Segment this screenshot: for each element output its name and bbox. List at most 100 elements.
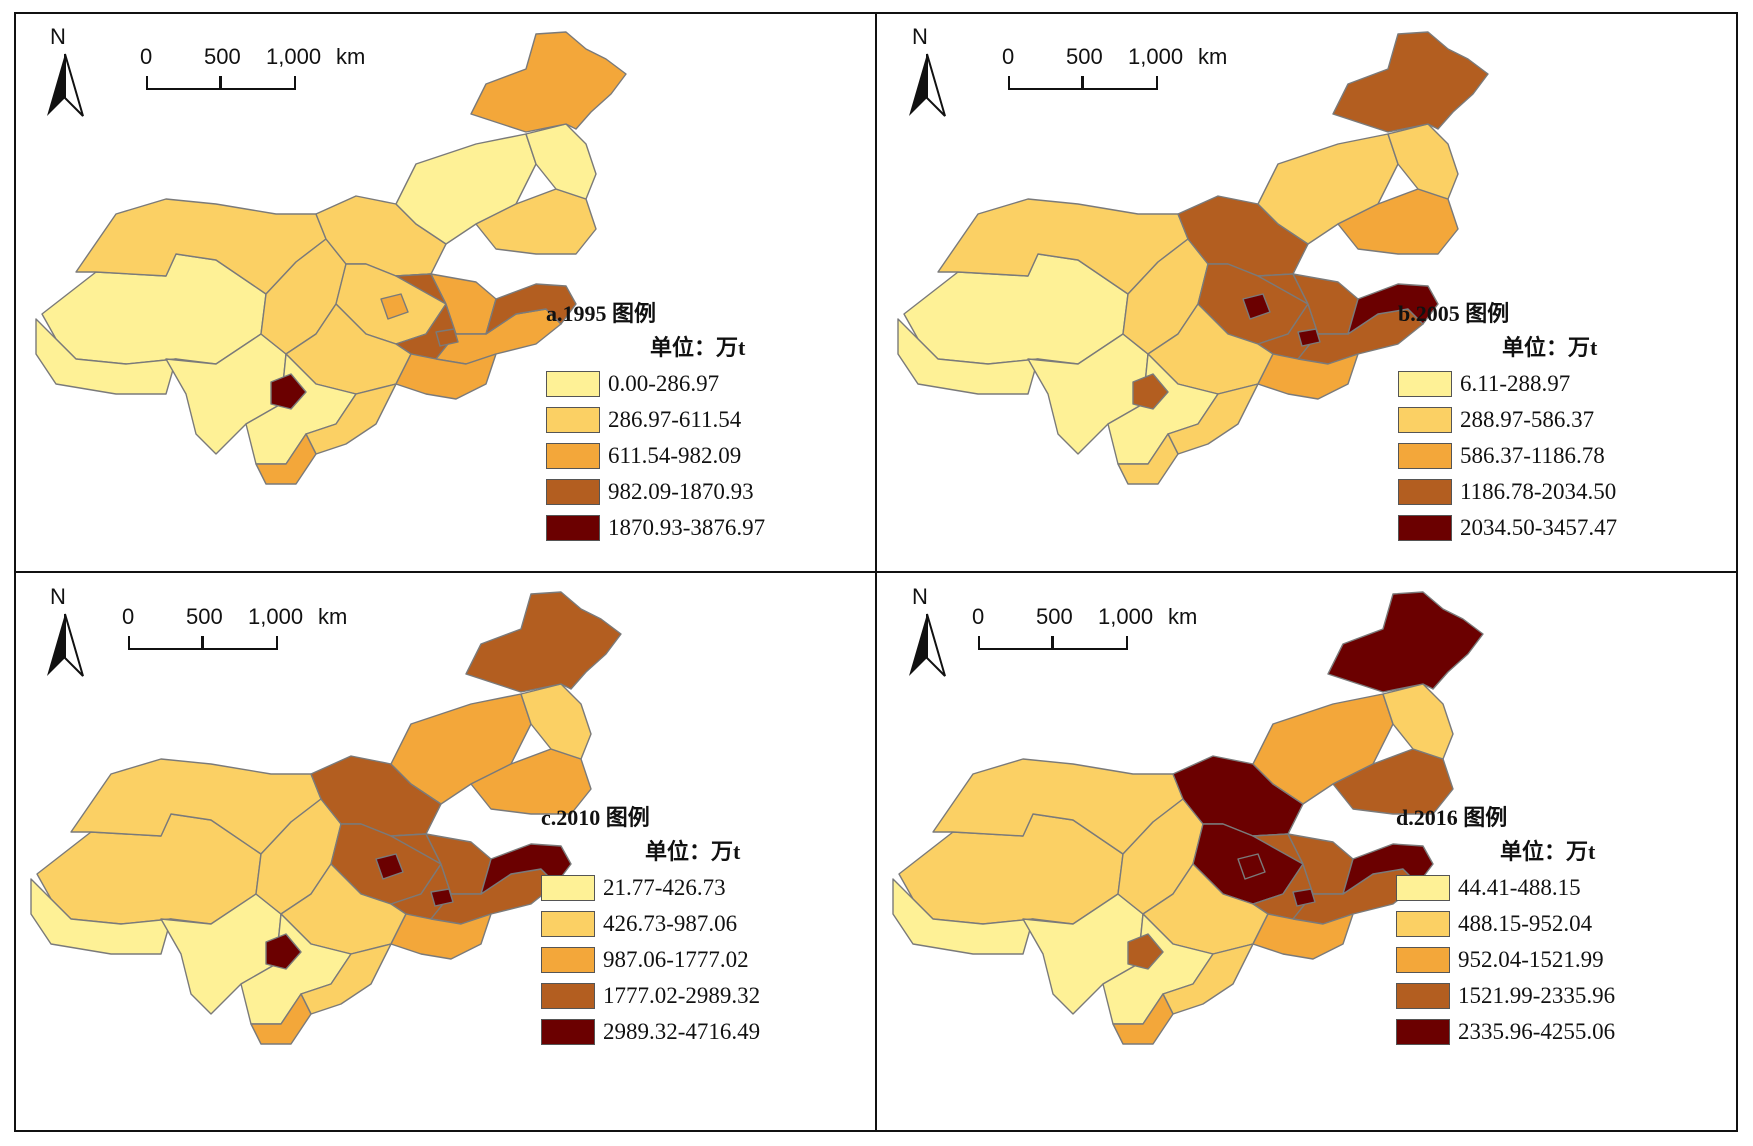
region-inner-east (395, 133, 537, 245)
legend-title: c.2010 图例 (541, 805, 650, 830)
region-yunnan (250, 993, 312, 1045)
region-northeast (1332, 31, 1489, 133)
legend-label: 6.11-288.97 (1460, 371, 1571, 396)
legend-label: 952.04-1521.99 (1458, 947, 1604, 972)
scale-tick-500: 500 (1036, 604, 1073, 629)
choropleth-map (892, 591, 1484, 1045)
legend-label: 21.77-426.73 (603, 875, 726, 900)
map-panel-1: N 0 500 1,000 km a.1995 图例 单位：万t 0.00-28… (16, 14, 878, 574)
legend-swatch (1396, 875, 1450, 901)
region-ne-lower (1337, 188, 1459, 255)
legend-unit: 单位：万t (1502, 335, 1598, 360)
region-coast (485, 283, 577, 335)
region-chongqing (1132, 373, 1169, 410)
region-chongqing (270, 373, 307, 410)
scale-tick-0: 0 (972, 604, 985, 629)
region-henan (1257, 353, 1359, 400)
region-guizhou (300, 943, 392, 1015)
legend-swatch (546, 515, 600, 541)
scale-unit: km (1198, 44, 1228, 69)
region-central-spot (1297, 328, 1321, 347)
legend-unit: 单位：万t (1500, 839, 1596, 864)
legend-title: b.2005 图例 (1398, 301, 1510, 326)
north-label: N (912, 24, 928, 49)
legend-item: 1186.78-2034.50 (1398, 474, 1617, 510)
legend-item: 1870.93-3876.97 (546, 510, 765, 546)
region-tibet (897, 318, 1039, 395)
legend-item: 2989.32-4716.49 (541, 1014, 760, 1050)
legend-item: 286.97-611.54 (546, 402, 765, 438)
region-yunnan (1112, 993, 1174, 1045)
region-ne-south (525, 123, 597, 200)
north-arrow-icon (47, 53, 84, 117)
legend-item: 44.41-488.15 (1396, 870, 1615, 906)
legend-items: 0.00-286.97 286.97-611.54 611.54-982.09 982… (546, 366, 765, 546)
scale-tick-500: 500 (186, 604, 223, 629)
choropleth-map (35, 31, 627, 485)
legend-swatch (541, 911, 595, 937)
legend-label: 44.41-488.15 (1458, 875, 1581, 900)
legend-unit: 单位：万t (650, 335, 746, 360)
legend-swatch (1398, 479, 1452, 505)
region-yunnan (1117, 433, 1179, 485)
legend-label: 488.15-952.04 (1458, 911, 1593, 936)
region-guizhou (305, 383, 397, 455)
region-tibet (35, 318, 177, 395)
scale-tick-0: 0 (140, 44, 153, 69)
region-tibet (30, 878, 172, 955)
legend-label: 1521.99-2335.96 (1458, 983, 1616, 1008)
north-label: N (50, 24, 66, 49)
legend: c.2010 图例 单位：万t 21.77-426.73 426.73-987.0… (541, 800, 760, 1050)
north-label: N (50, 584, 66, 609)
region-henan (390, 913, 492, 960)
legend-swatch (1398, 371, 1452, 397)
scale-tick-1000: 1,000 (248, 604, 304, 629)
scale-tick-500: 500 (1066, 44, 1103, 69)
legend-item: 488.15-952.04 (1396, 906, 1615, 942)
legend-item: 21.77-426.73 (541, 870, 760, 906)
legend-label: 2989.32-4716.49 (603, 1019, 761, 1044)
legend-item: 982.09-1870.93 (546, 474, 765, 510)
scale-tick-0: 0 (1002, 44, 1015, 69)
legend-swatch (541, 947, 595, 973)
legend-label: 1186.78-2034.50 (1460, 479, 1617, 504)
legend-item: 987.06-1777.02 (541, 942, 760, 978)
legend: d.2016 图例 单位：万t 44.41-488.15 488.15-952.0… (1396, 800, 1615, 1050)
map-panel-4: N 0 500 1,000 km d.2016 图例 单位：万t 44.41-4… (878, 574, 1740, 1134)
legend-label: 1870.93-3876.97 (608, 515, 766, 540)
legend-items: 44.41-488.15 488.15-952.04 952.04-1521.99 1… (1396, 870, 1615, 1050)
legend-swatch (1398, 407, 1452, 433)
region-guizhou (1167, 383, 1259, 455)
scale-bar-mid-tick (201, 636, 204, 650)
scale-bar-mid-tick (1051, 636, 1054, 650)
region-ne-south (1387, 123, 1459, 200)
legend-label: 611.54-982.09 (608, 443, 742, 468)
region-northeast (465, 591, 622, 693)
map-panel-2: N 0 500 1,000 km b.2005 图例 单位：万t 6.11-28… (878, 14, 1740, 574)
legend: b.2005 图例 单位：万t 6.11-288.97 288.97-586.37… (1398, 296, 1617, 546)
legend-title: a.1995 图例 (546, 301, 657, 326)
legend-items: 21.77-426.73 426.73-987.06 987.06-1777.02 1… (541, 870, 760, 1050)
legend-swatch (546, 407, 600, 433)
legend-label: 982.09-1870.93 (608, 479, 754, 504)
legend-swatch (1396, 1019, 1450, 1045)
legend-label: 2335.96-4255.06 (1458, 1019, 1616, 1044)
region-ne-lower (470, 748, 592, 815)
region-central-spot (435, 328, 459, 347)
legend-swatch (1398, 443, 1452, 469)
region-henan (395, 353, 497, 400)
region-ne-south (520, 683, 592, 760)
region-ne-lower (1332, 748, 1454, 815)
legend-label: 426.73-987.06 (603, 911, 738, 936)
legend-item: 952.04-1521.99 (1396, 942, 1615, 978)
region-inner-east (390, 693, 532, 805)
region-beijing-spot (380, 293, 409, 320)
choropleth-map (30, 591, 622, 1045)
region-yunnan (255, 433, 317, 485)
legend-item: 288.97-586.37 (1398, 402, 1617, 438)
north-arrow-icon (909, 613, 946, 677)
map-panel-3: N 0 500 1,000 km c.2010 图例 单位：万t 21.77-4… (16, 574, 878, 1134)
legend-item: 611.54-982.09 (546, 438, 765, 474)
legend-label: 1777.02-2989.32 (603, 983, 761, 1008)
legend: a.1995 图例 单位：万t 0.00-286.97 286.97-611.54… (546, 296, 765, 546)
